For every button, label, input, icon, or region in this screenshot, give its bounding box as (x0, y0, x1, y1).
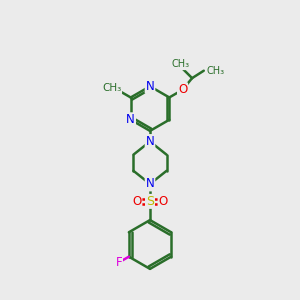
Text: N: N (146, 178, 154, 190)
Text: F: F (116, 256, 122, 269)
Text: O: O (132, 195, 142, 208)
Text: N: N (146, 135, 154, 148)
Text: S: S (146, 195, 154, 208)
Text: CH₃: CH₃ (207, 66, 225, 76)
Text: O: O (158, 195, 168, 208)
Text: O: O (178, 83, 187, 96)
Text: CH₃: CH₃ (102, 83, 121, 93)
Text: CH₃: CH₃ (171, 59, 190, 69)
Text: N: N (126, 113, 135, 126)
Text: N: N (146, 80, 154, 93)
